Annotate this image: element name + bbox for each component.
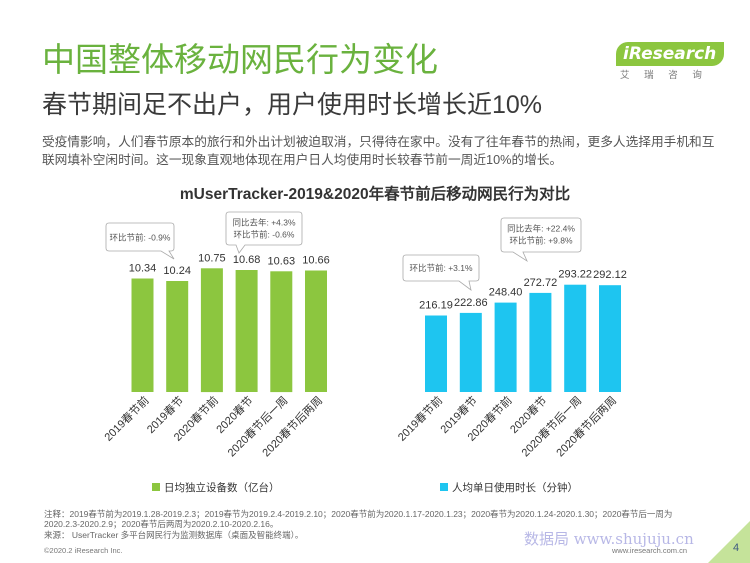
bar — [459, 312, 482, 392]
callout-bubble — [402, 254, 480, 291]
page-number: 4 — [733, 542, 740, 554]
iresearch-logo: iResearch 艾 瑞 咨 询 — [616, 42, 725, 82]
callout-2019-spring-festival-usage: 环比节前: +3.1% — [402, 254, 480, 291]
x-tick-label: 2020春节后两周 — [554, 394, 619, 459]
bar-value-label: 292.12 — [593, 269, 627, 281]
bar-value-label: 10.66 — [302, 255, 330, 267]
x-tick-label: 2020春节后两周 — [260, 394, 325, 459]
device-count-legend: 日均独立设备数（亿台） — [152, 481, 280, 494]
bar — [200, 268, 223, 393]
bar — [235, 270, 258, 392]
bar — [166, 281, 189, 392]
usage-time-legend: 人均单日使用时长（分钟） — [440, 481, 578, 494]
watermark: 数据局 www.shujuju.cn — [524, 530, 694, 548]
bar — [494, 302, 517, 392]
page-subtitle: 春节期间足不出户，用户使用时长增长近10% — [42, 91, 543, 119]
legend-swatch — [152, 483, 160, 491]
x-tick-label: 2020春节后一周 — [225, 394, 290, 459]
bar-value-label: 10.63 — [268, 255, 296, 267]
x-tick-label: 2019春节前 — [395, 393, 446, 444]
bar-value-label: 216.19 — [419, 300, 453, 312]
notes-line: 注释：2019春节前为2019.1.28-2019.2.3；2019春节为201… — [44, 509, 673, 519]
source-note: 来源： UserTracker 多平台网民行为监测数据库（桌面及智能终端）。 — [44, 530, 304, 540]
bar-value-label: 10.68 — [233, 254, 261, 266]
callout-2020-spring-festival-devices: 同比去年: +4.3% 环比节前: -0.6% — [225, 211, 303, 254]
bar-value-label: 248.40 — [489, 287, 523, 299]
bar-value-label: 222.86 — [454, 297, 488, 309]
bar — [305, 270, 327, 392]
bar — [131, 278, 154, 392]
corner-decoration — [708, 521, 750, 563]
bar-value-label: 293.22 — [558, 269, 592, 281]
legend-label: 人均单日使用时长（分钟） — [452, 481, 578, 494]
callout-text: 同比去年: +4.3% — [232, 218, 296, 228]
callout-text: 环比节前: -0.6% — [234, 230, 295, 240]
bar — [529, 292, 552, 392]
callout-2019-spring-festival-devices: 环比节前: -0.9% — [105, 222, 175, 260]
device-count-chart: 10.342019春节前10.242019春节10.752020春节前10.68… — [101, 252, 330, 459]
bar-value-label: 272.72 — [524, 277, 558, 289]
page-title: 中国整体移动网民行为变化 — [42, 41, 438, 78]
copyright: ©2020.2 iResearch Inc. — [44, 546, 123, 555]
callout-text: 环比节前: +9.8% — [509, 236, 573, 246]
logo-wordmark: iResearch — [616, 42, 725, 66]
bar — [564, 284, 587, 392]
callout-text: 环比节前: +3.1% — [409, 263, 473, 273]
legend-swatch — [440, 483, 448, 491]
website-url: www.iresearch.com.cn — [612, 546, 688, 555]
figure-title: mUserTracker-2019&2020年春节前后移动网民行为对比 — [179, 186, 571, 203]
callout-bubble — [500, 217, 582, 263]
callout-text: 同比去年: +22.4% — [507, 224, 575, 234]
x-tick-label: 2019春节前 — [101, 393, 152, 444]
bar — [425, 315, 447, 392]
bar — [599, 285, 621, 392]
callout-text: 环比节前: -0.9% — [110, 233, 171, 243]
notes-line: 2020.2.3-2020.2.9；2020春节后两周为2020.2.10-20… — [44, 519, 279, 529]
logo-chinese-name: 艾 瑞 咨 询 — [620, 70, 708, 81]
x-tick-label: 2020春节后一周 — [519, 394, 584, 459]
legend-label: 日均独立设备数（亿台） — [164, 481, 280, 494]
callout-bubble — [225, 211, 303, 254]
bar-value-label: 10.24 — [163, 265, 191, 277]
callout-bubble — [105, 222, 175, 260]
intro-paragraph: 受疫情影响，人们春节原本的旅行和外出计划被迫取消，只得待在家中。没有了往年春节的… — [42, 135, 715, 167]
bar-value-label: 10.75 — [198, 252, 226, 264]
callout-2020-spring-festival-usage: 同比去年: +22.4% 环比节前: +9.8% — [500, 217, 582, 263]
usage-time-chart: 216.192019春节前222.862019春节248.402020春节前27… — [395, 269, 627, 460]
bar-value-label: 10.34 — [129, 263, 157, 275]
bar — [270, 271, 293, 393]
